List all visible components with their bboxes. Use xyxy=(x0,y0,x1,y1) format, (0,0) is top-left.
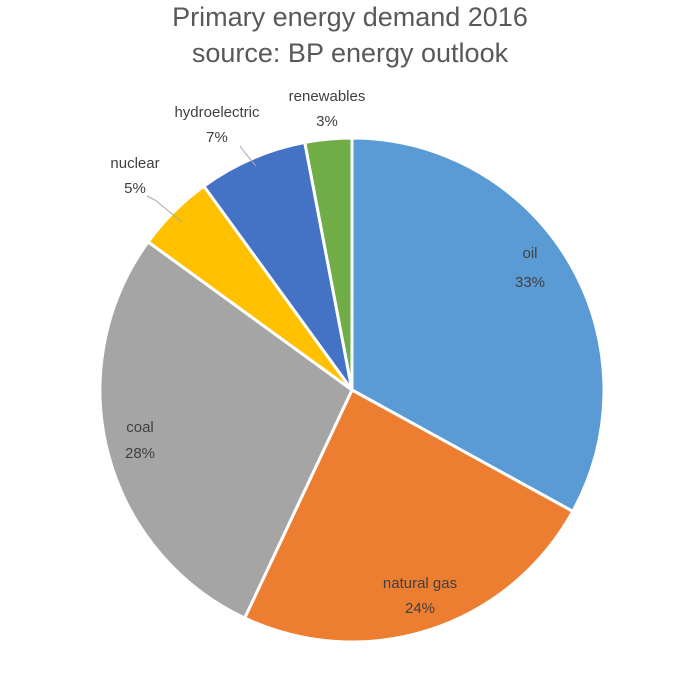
slice-labels: oil 33% natural gas 24% coal 28% nuclear 5% hydr… xyxy=(110,88,545,617)
pie-slice-renewables xyxy=(303,136,354,392)
slice-percent-natural-gas: 24% xyxy=(405,600,435,617)
slice-label-natural-gas: natural gas xyxy=(383,575,457,592)
slice-label-coal: coal xyxy=(126,419,154,436)
pie-slice-hydroelectric xyxy=(202,140,354,392)
slice-label-renewables: renewables xyxy=(289,88,366,105)
pie-slices xyxy=(98,136,606,644)
slice-percent-oil: 33% xyxy=(515,274,545,291)
chart-title: Primary energy demand 2016 xyxy=(172,2,528,32)
pie-slice-coal xyxy=(98,240,354,620)
leader-lines xyxy=(146,145,257,223)
leader-line-nuclear xyxy=(146,195,183,223)
leader-line-hydroelectric xyxy=(239,145,257,167)
slice-label-nuclear: nuclear xyxy=(110,155,159,172)
slice-label-hydroelectric: hydroelectric xyxy=(174,104,260,121)
slice-percent-coal: 28% xyxy=(125,445,155,462)
pie-slice-oil xyxy=(350,136,606,513)
pie-slice-natural-gas xyxy=(243,388,575,644)
slice-percent-nuclear: 5% xyxy=(124,180,146,197)
slice-percent-renewables: 3% xyxy=(316,113,338,130)
slice-percent-hydroelectric: 7% xyxy=(206,129,228,146)
chart-subtitle: source: BP energy outlook xyxy=(191,38,509,68)
slice-label-oil: oil xyxy=(522,245,537,262)
